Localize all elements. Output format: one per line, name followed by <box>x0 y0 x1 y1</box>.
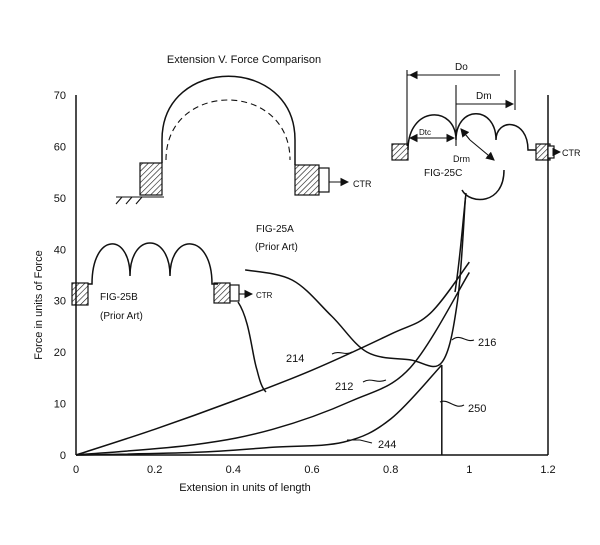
ref-216: 216 <box>478 337 496 349</box>
ref-250: 250 <box>468 403 486 415</box>
x-tick-label: 1.2 <box>540 464 555 476</box>
fig25a-ctr-label: CTR <box>353 179 372 189</box>
y-tick-label: 50 <box>54 193 66 205</box>
series-line-214 <box>75 261 470 456</box>
series-line-244 <box>75 364 443 456</box>
x-tick-label: 0.4 <box>226 464 241 476</box>
figure-title: Extension V. Force Comparison <box>167 54 321 66</box>
y-tick-label: 30 <box>54 296 66 308</box>
fig25a-label: FIG-25A <box>256 224 294 235</box>
series-line-212 <box>75 272 470 456</box>
fig25a-prior-art: (Prior Art) <box>255 242 298 253</box>
x-tick-label: 1 <box>466 464 472 476</box>
x-tick-label: 0 <box>73 464 79 476</box>
y-tick-label: 70 <box>54 90 66 102</box>
chart-series <box>75 197 470 456</box>
x-tick-label: 0.6 <box>304 464 319 476</box>
fig25b-spring-drawing <box>71 242 254 306</box>
fig25c-ctr-label: CTR <box>562 148 581 158</box>
y-tick-label: 60 <box>54 141 66 153</box>
x-tick-label: 0.8 <box>383 464 398 476</box>
dm-dimension-label: Dm <box>476 91 492 102</box>
ref-244: 244 <box>378 439 396 451</box>
x-tick-labels: 0 0.2 0.4 0.6 0.8 1 1.2 <box>73 464 556 476</box>
series-line-216 <box>244 197 467 368</box>
y-tick-label: 0 <box>60 450 66 462</box>
ref-212: 212 <box>335 381 353 393</box>
fig25c-label: FIG-25C <box>424 168 462 179</box>
y-tick-labels: 0 10 20 30 40 50 60 70 <box>54 90 66 462</box>
drm-dimension-label: Drm <box>453 154 470 164</box>
y-tick-label: 10 <box>54 399 66 411</box>
fig25c-spring-drawing <box>391 70 562 201</box>
y-axis-label: Force in units of Force <box>33 250 45 359</box>
x-axis-label: Extension in units of length <box>179 482 310 494</box>
fig25b-descending-curve <box>237 301 267 393</box>
x-tick-label: 0.2 <box>147 464 162 476</box>
do-dimension-label: Do <box>455 62 468 73</box>
fig25b-prior-art: (Prior Art) <box>100 311 143 322</box>
fig25b-label: FIG-25B <box>100 292 138 303</box>
reference-leaders <box>331 336 475 444</box>
fig25b-ctr-label: CTR <box>256 291 273 300</box>
dtc-dimension-label: Dtc <box>419 128 431 137</box>
y-tick-label: 40 <box>54 244 66 256</box>
y-tick-label: 20 <box>54 347 66 359</box>
fig25a-spring-drawing <box>115 75 350 205</box>
fig25c-descending-curve <box>454 192 467 293</box>
ref-214: 214 <box>286 353 304 365</box>
